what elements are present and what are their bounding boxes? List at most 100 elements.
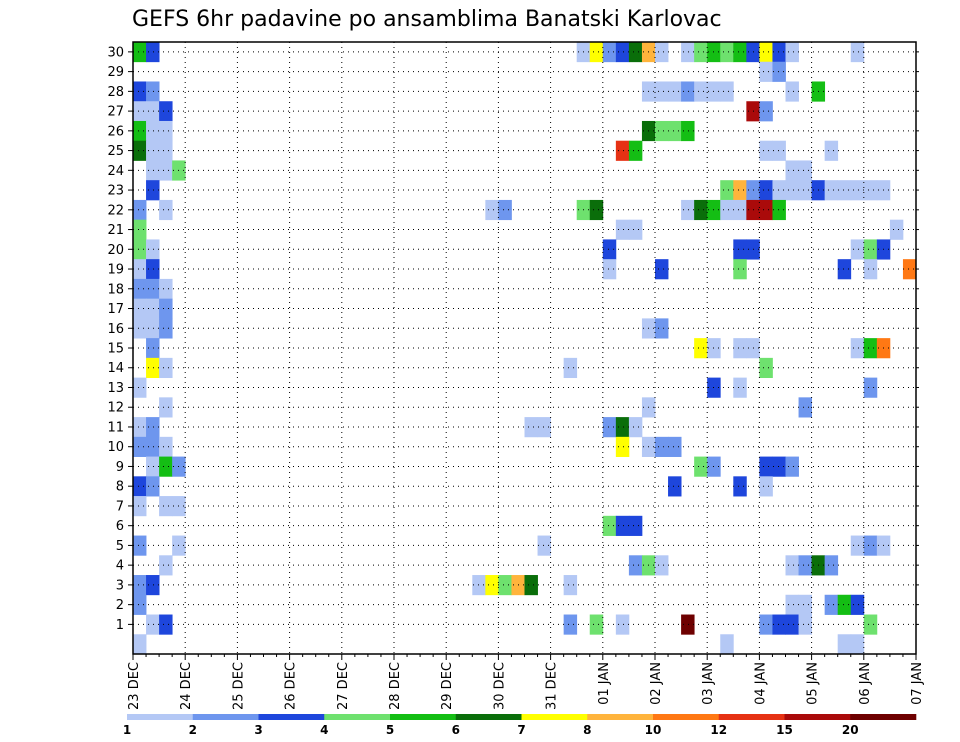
precip-cell <box>655 318 669 339</box>
colorbar-label: 1 <box>123 723 131 737</box>
precip-cell <box>485 575 499 596</box>
precip-cell <box>589 199 604 221</box>
precip-cell <box>655 42 669 63</box>
precip-cell <box>133 476 147 497</box>
precip-cell <box>602 417 617 438</box>
precip-cell <box>133 417 147 438</box>
precip-cell <box>615 436 630 457</box>
colorbar-label: 3 <box>254 723 262 737</box>
colorbar-label: 15 <box>776 723 793 737</box>
precip-cell <box>159 555 173 576</box>
x-tick-label: 31 DEC <box>545 662 560 710</box>
precip-cell <box>498 575 512 596</box>
precip-cell <box>850 338 865 359</box>
precip-cell <box>146 338 160 359</box>
precip-cell <box>824 594 839 615</box>
precip-cell <box>146 120 160 142</box>
x-tick-label: 26 DEC <box>284 662 299 710</box>
precip-cell <box>159 101 173 122</box>
precip-cell <box>772 199 786 221</box>
precip-cell <box>733 239 747 260</box>
precip-cell <box>615 614 630 635</box>
y-tick-label: 27 <box>107 105 124 120</box>
precip-cell <box>133 219 147 240</box>
colorbar-swatch <box>258 714 325 720</box>
precip-cell <box>785 160 799 181</box>
colorbar-label: 6 <box>452 723 460 737</box>
x-tick-label: 04 JAN <box>753 662 768 705</box>
precip-cell <box>159 160 173 181</box>
y-tick-label: 14 <box>107 361 124 376</box>
precip-cell <box>146 357 160 379</box>
precip-cell <box>772 42 786 63</box>
y-tick-label: 29 <box>107 65 124 80</box>
precip-cell <box>902 259 917 280</box>
precip-cell <box>759 61 773 82</box>
x-tick-label: 02 JAN <box>649 662 664 705</box>
precip-cell <box>837 259 852 280</box>
precip-cell <box>772 456 786 477</box>
precip-cell <box>133 298 147 319</box>
precip-cell <box>733 42 747 63</box>
precip-cell <box>133 535 147 556</box>
x-tick-label: 05 JAN <box>806 662 821 705</box>
precip-cell <box>798 160 812 181</box>
precip-cell <box>159 140 173 161</box>
precip-cell <box>733 199 747 221</box>
precip-cell <box>863 259 878 280</box>
y-tick-label: 8 <box>116 480 124 495</box>
precip-cell <box>146 614 160 635</box>
y-tick-label: 1 <box>116 618 124 633</box>
precip-cell <box>615 515 630 536</box>
colorbar-label: 5 <box>386 723 394 737</box>
y-tick-label: 28 <box>107 85 124 100</box>
precip-cell <box>785 555 799 576</box>
precip-cell <box>759 140 773 161</box>
precip-cell <box>159 318 173 339</box>
colorbar-swatch <box>784 714 851 720</box>
precip-cell <box>668 120 682 142</box>
x-tick-label: 06 JAN <box>858 662 873 705</box>
precip-cell <box>146 575 160 596</box>
precip-cell <box>772 140 786 161</box>
precip-cell <box>615 140 630 161</box>
precip-cell <box>563 614 578 635</box>
precip-cell <box>798 397 812 418</box>
y-tick-label: 2 <box>116 598 124 613</box>
y-tick-label: 7 <box>116 499 124 514</box>
colorbar-swatch <box>653 714 720 720</box>
precip-cell <box>615 219 630 240</box>
precip-cell <box>133 377 147 398</box>
precip-cell <box>589 614 604 635</box>
precip-cell <box>694 199 708 221</box>
precip-cell <box>628 555 643 576</box>
precip-cell <box>824 555 839 576</box>
precip-cell <box>159 614 173 635</box>
precip-cell <box>537 535 551 556</box>
precip-cell <box>159 397 173 418</box>
x-tick-label: 27 DEC <box>336 662 351 710</box>
precip-cell <box>133 575 147 596</box>
precip-cell <box>146 140 160 161</box>
y-tick-label: 26 <box>107 124 124 139</box>
precip-cell <box>720 81 734 102</box>
y-tick-label: 11 <box>107 420 124 435</box>
precip-cell <box>733 259 747 280</box>
colorbar: 1 2 3 4 5 6 7 8 10 12 15 20 <box>123 714 917 737</box>
precip-cell <box>133 259 147 280</box>
precip-cell <box>602 515 617 536</box>
precip-cell <box>655 259 669 280</box>
precip-cell <box>159 496 173 517</box>
colorbar-swatch <box>587 714 654 720</box>
precip-cell <box>615 42 630 63</box>
precip-cell <box>133 239 147 260</box>
precip-cell <box>785 81 799 102</box>
colorbar-swatch <box>718 714 785 720</box>
precip-cell <box>772 180 786 201</box>
precip-cell <box>863 614 878 635</box>
y-tick-label: 16 <box>107 322 124 337</box>
precip-cell <box>850 42 865 63</box>
y-tick-label: 20 <box>107 243 124 258</box>
precip-cell <box>159 278 173 300</box>
